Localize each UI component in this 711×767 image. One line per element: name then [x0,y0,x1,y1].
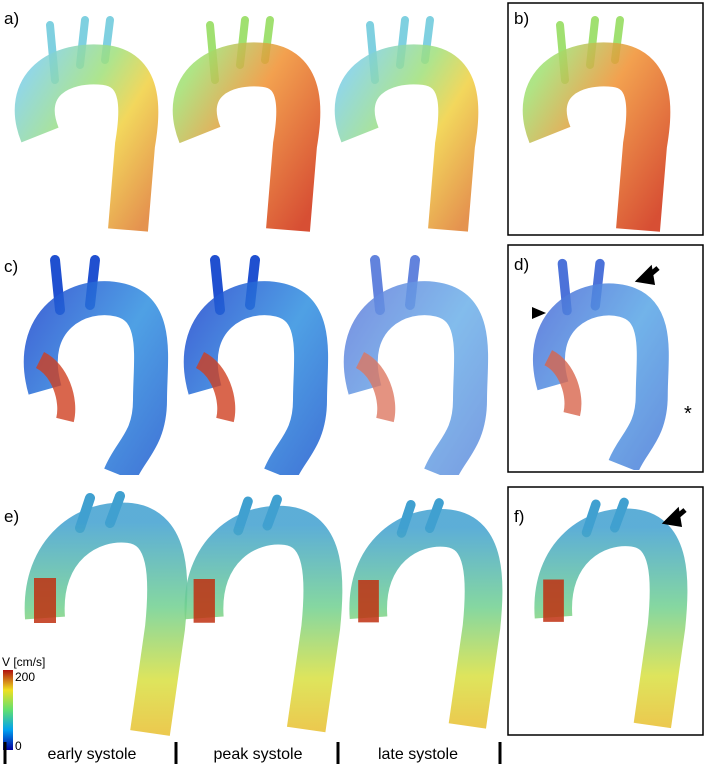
colorbar-min: 0 [15,739,22,753]
flow-image [204,499,323,729]
panel-frame [507,486,704,736]
separators [3,742,502,764]
panel-label: e) [4,507,19,526]
panel-frame [507,244,704,473]
flow-image [40,260,151,475]
arrow [661,506,687,528]
asterisk: * [684,403,692,425]
arrow [634,264,660,286]
flow-image [548,264,653,466]
panel-frame [507,2,704,236]
flow-image [355,20,459,230]
flow-image [200,260,311,475]
arrowhead [532,307,546,319]
phase-label: early systole [48,746,137,763]
panel-label: f) [514,507,524,526]
phase-label: peak systole [214,746,303,763]
flow-image [368,503,483,726]
panel-label: d) [514,255,529,274]
colorbar [3,670,13,750]
flow-image [553,502,668,725]
colorbar-title: V [cm/s] [2,655,45,669]
flow-image [45,496,168,733]
panel-label: c) [4,257,18,276]
colorbar-max: 200 [15,670,35,684]
flow-image [35,20,139,230]
flow-image [545,20,649,230]
flow-image [360,260,471,475]
flow-image [195,20,299,230]
phase-label: late systole [378,746,458,763]
panel-label: a) [4,9,19,28]
panel-label: b) [514,9,529,28]
